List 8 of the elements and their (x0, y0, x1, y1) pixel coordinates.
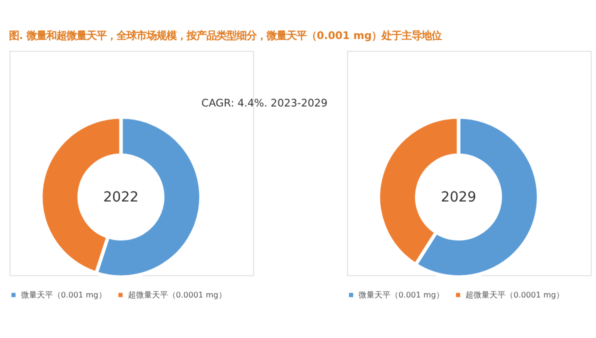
text: 2029 (440, 189, 476, 206)
legend-label: 超微量天平（0.0001 mg） (465, 290, 564, 300)
text: CAGR: 4.4%. 2023-2029 (201, 98, 328, 110)
legend-label: 超微量天平（0.0001 mg） (128, 290, 226, 300)
legend-label: 微量天平（0.001 mg） (20, 290, 106, 300)
legend-label: 微量天平（0.001 mg） (358, 290, 444, 300)
chart-title: 图. 微量和超微量天平，全球市场规模，按产品类型细分，微量天平（0.001 mg）处于主导地位 (9, 30, 442, 42)
text: 2022 (103, 189, 139, 206)
